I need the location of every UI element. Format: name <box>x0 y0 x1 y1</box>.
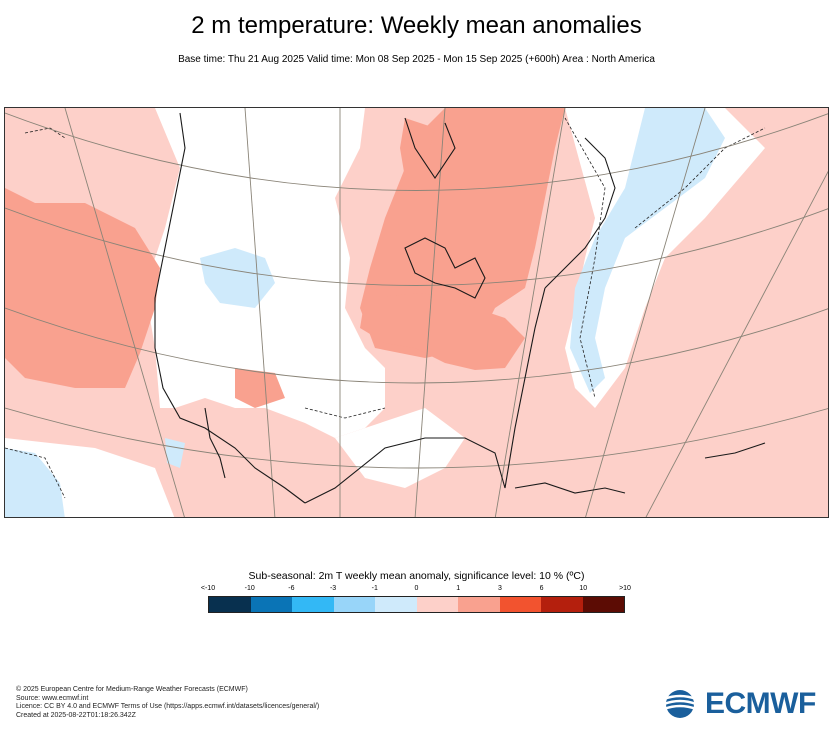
legend-title: Sub-seasonal: 2m T weekly mean anomaly, … <box>248 570 585 582</box>
contour-pacific-south <box>5 447 66 499</box>
contour-atlantic <box>564 117 606 399</box>
map-title: 2 m temperature: Weekly mean anomalies <box>191 12 642 39</box>
map-svg <box>5 108 828 517</box>
latitude-line <box>5 407 828 469</box>
ecmwf-logo-icon <box>663 690 697 718</box>
legend-swatch <box>499 597 541 612</box>
atlantic-coastline <box>544 137 616 289</box>
legend-tick: -1 <box>371 585 378 592</box>
latitude-line <box>5 307 828 384</box>
legend-tick: >10 <box>619 585 631 592</box>
warm-area-pacific <box>5 188 160 388</box>
longitude-line <box>585 108 706 517</box>
warm-area-midwest <box>360 293 525 370</box>
anomaly-map <box>4 107 829 518</box>
longitude-line <box>64 108 185 517</box>
pacific-coastline <box>154 112 306 504</box>
legend-swatch <box>292 597 334 612</box>
contour-north-pacific <box>24 127 66 139</box>
caribbean-islands <box>704 442 766 459</box>
legend-swatch <box>416 597 458 612</box>
legend-ticks: <-10 -10 -6 -3 -1 0 1 3 6 10 >10 <box>201 585 631 595</box>
created-text: Created at 2025-08-22T01:18:26.342Z <box>16 711 136 719</box>
cuba-coastline <box>514 482 626 494</box>
legend-tick: 3 <box>497 585 502 592</box>
legend-swatch <box>541 597 583 612</box>
legend-tick: -3 <box>329 585 337 592</box>
latitude-line <box>5 112 828 191</box>
longitude-line <box>645 170 828 517</box>
gulf-coastline <box>304 287 546 504</box>
warm-area-southwest <box>235 368 285 408</box>
legend-tick: <-10 <box>200 585 216 592</box>
legend-swatch <box>582 597 624 612</box>
longitude-line <box>494 108 566 517</box>
latitude-line <box>5 207 828 286</box>
legend-tick: 1 <box>456 585 461 592</box>
graticule <box>5 108 828 517</box>
footer: © 2025 European Centre for Medium-Range … <box>16 686 319 720</box>
longitude-line <box>414 108 446 517</box>
neutral-area-atlantic <box>565 108 765 408</box>
source-text: Source: www.ecmwf.int <box>16 694 89 702</box>
legend-tick: 6 <box>539 585 544 592</box>
legend-tick: 0 <box>414 585 419 592</box>
legend-swatch <box>333 597 375 612</box>
great-lakes <box>404 237 486 299</box>
warm-area-hudson <box>400 118 435 178</box>
contour-atlantic-north <box>634 127 766 229</box>
licence-text: Licence: CC BY 4.0 and ECMWF Terms of Us… <box>16 703 320 711</box>
ecmwf-logo-text: ECMWF <box>705 687 816 720</box>
significance-contours <box>5 117 766 499</box>
map-subtitle: Base time: Thu 21 Aug 2025 Valid time: M… <box>178 54 655 65</box>
legend-swatch <box>209 597 251 612</box>
ecmwf-logo: ECMWF <box>661 686 821 722</box>
legend-swatch <box>375 597 417 612</box>
contour-south <box>304 407 386 419</box>
legend-tick: -6 <box>288 585 295 592</box>
legend-tick: -10 <box>244 585 255 592</box>
legend-tick: 10 <box>579 585 588 592</box>
cool-area-mexico <box>165 438 185 468</box>
legend-swatch <box>250 597 292 612</box>
coastlines <box>154 112 766 504</box>
hudson-bay-coastline <box>404 117 456 179</box>
legend-swatch <box>458 597 500 612</box>
baja-coastline <box>204 407 226 479</box>
cool-area-atlantic <box>570 108 725 393</box>
copyright-text: © 2025 European Centre for Medium-Range … <box>16 686 248 693</box>
longitude-line <box>244 108 276 517</box>
cool-area-pacific-south <box>5 448 65 517</box>
legend-colorbar <box>208 596 625 613</box>
